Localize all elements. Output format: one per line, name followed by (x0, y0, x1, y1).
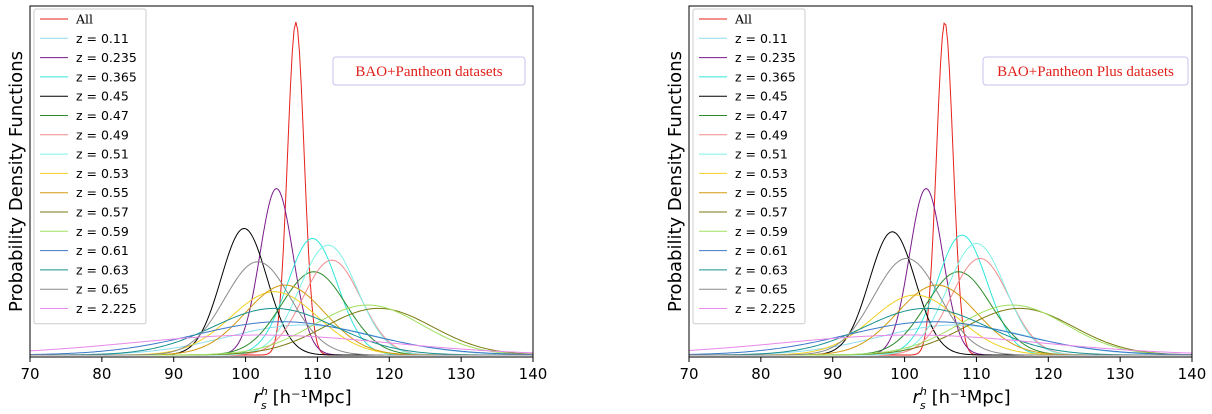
legend-entry: z = 0.57 (76, 205, 129, 220)
x-tick-label: 70 (679, 365, 698, 383)
legend-entry: z = 0.45 (735, 89, 788, 104)
legend-entry: z = 0.51 (735, 147, 788, 162)
annotation-box (982, 56, 1189, 86)
legend-entry: z = 0.65 (76, 282, 129, 297)
legend-entry: z = 2.225 (76, 301, 137, 316)
legend-entry: z = 0.59 (735, 224, 788, 239)
legend: All z = 0.11 z = 0.235 z = 0.365 z = 0.45 z =… (33, 8, 147, 325)
legend-entry: z = 0.365 (76, 69, 137, 84)
x-tick-label: 70 (20, 365, 39, 383)
legend-entry: z = 0.53 (735, 166, 788, 181)
x-tick-label: 140 (519, 365, 548, 383)
legend-entry: z = 0.49 (76, 127, 129, 142)
plot-frame (688, 5, 1193, 358)
x-tick-label: 120 (375, 365, 404, 383)
chart-panel-1: 70 80 90 100 110 120 130 140 Probability Density… (6, 5, 548, 412)
legend-entry: z = 0.11 (735, 31, 788, 46)
x-tick-label: 130 (447, 365, 476, 383)
legend-entry: z = 0.61 (735, 243, 788, 258)
legend-entry: z = 0.55 (735, 185, 788, 200)
legend-entry: z = 0.235 (76, 50, 137, 65)
x-tick-label: 90 (164, 365, 183, 383)
series-line-12 (30, 321, 533, 356)
x-tick-label: 120 (1034, 365, 1063, 383)
legend-entry: z = 0.45 (76, 89, 129, 104)
legend: All z = 0.11 z = 0.235 z = 0.365 z = 0.45 z =… (692, 8, 806, 325)
series-line-12 (689, 321, 1192, 356)
x-tick-label: 80 (751, 365, 770, 383)
annotation-text: BAO+Pantheon Plus datasets (997, 64, 1174, 80)
legend-entry: z = 0.365 (735, 69, 796, 84)
legend-entry: z = 0.235 (735, 50, 796, 65)
x-tick-label: 100 (890, 365, 919, 383)
y-axis-label: Probability Density Functions (6, 51, 27, 312)
legend-entry: z = 0.65 (735, 282, 788, 297)
series-line-14 (30, 261, 533, 356)
series-line-15 (689, 334, 1192, 354)
legend-entry: All (734, 12, 752, 27)
x-tick-label: 130 (1106, 365, 1135, 383)
legend-entry: z = 0.63 (76, 262, 129, 277)
y-axis-label: Probability Density Functions (665, 51, 686, 312)
legend-entry: z = 0.49 (735, 127, 788, 142)
series-line-15 (30, 334, 533, 354)
series-line-13 (30, 307, 533, 356)
legend-entry: z = 0.57 (735, 205, 788, 220)
x-tick-label: 100 (231, 365, 260, 383)
x-axis-label: rh s [h⁻¹Mpc] (254, 385, 352, 412)
legend-box (692, 8, 806, 325)
legend-entry: z = 0.47 (76, 108, 129, 123)
legend-entry: All (75, 12, 93, 27)
series-lines (689, 22, 1192, 356)
legend-box (33, 8, 147, 325)
x-tick-label: 110 (303, 365, 332, 383)
legend-entry: z = 2.225 (735, 301, 796, 316)
x-axis-label: rh s [h⁻¹Mpc] (913, 385, 1011, 412)
legend-entry: z = 0.53 (76, 166, 129, 181)
annotation-box (332, 56, 526, 86)
series-line-14 (689, 257, 1192, 356)
series-lines (30, 21, 533, 356)
x-tick-label: 110 (962, 365, 991, 383)
legend-entry: z = 0.55 (76, 185, 129, 200)
legend-entry: z = 0.61 (76, 243, 129, 258)
annotation-text: BAO+Pantheon datasets (355, 64, 502, 80)
chart-panel-2: 70 80 90 100 110 120 130 140 Probability Density… (665, 5, 1207, 412)
legend-entry: z = 0.59 (76, 224, 129, 239)
x-tick-label: 80 (92, 365, 111, 383)
legend-entry: z = 0.51 (76, 147, 129, 162)
plot-frame (29, 5, 534, 358)
x-tick-label: 90 (823, 365, 842, 383)
series-line-13 (689, 307, 1192, 356)
legend-entry: z = 0.47 (735, 108, 788, 123)
legend-entry: z = 0.63 (735, 262, 788, 277)
legend-entry: z = 0.11 (76, 31, 129, 46)
x-tick-label: 140 (1178, 365, 1207, 383)
